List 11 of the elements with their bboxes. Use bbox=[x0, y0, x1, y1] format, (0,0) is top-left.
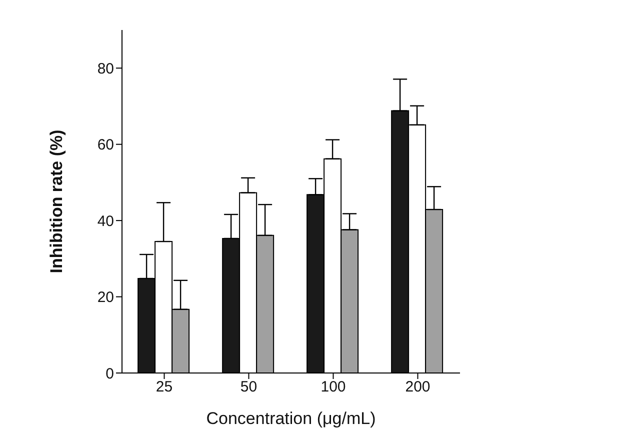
x-tick-label: 50 bbox=[240, 378, 258, 396]
x-tick-label: 100 bbox=[320, 378, 346, 396]
y-tick-label: 0 bbox=[106, 365, 114, 382]
y-tick-label: 60 bbox=[97, 136, 114, 154]
y-tick-label: 80 bbox=[97, 60, 114, 78]
y-axis-title: Inhibition rate (%) bbox=[47, 130, 66, 274]
x-tick-label: 200 bbox=[405, 378, 430, 396]
y-tick-label: 40 bbox=[97, 212, 114, 230]
x-axis-title: Concentration (μg/mL) bbox=[206, 409, 376, 428]
y-tick-label: 20 bbox=[97, 289, 114, 306]
x-tick-label: 25 bbox=[156, 378, 173, 396]
